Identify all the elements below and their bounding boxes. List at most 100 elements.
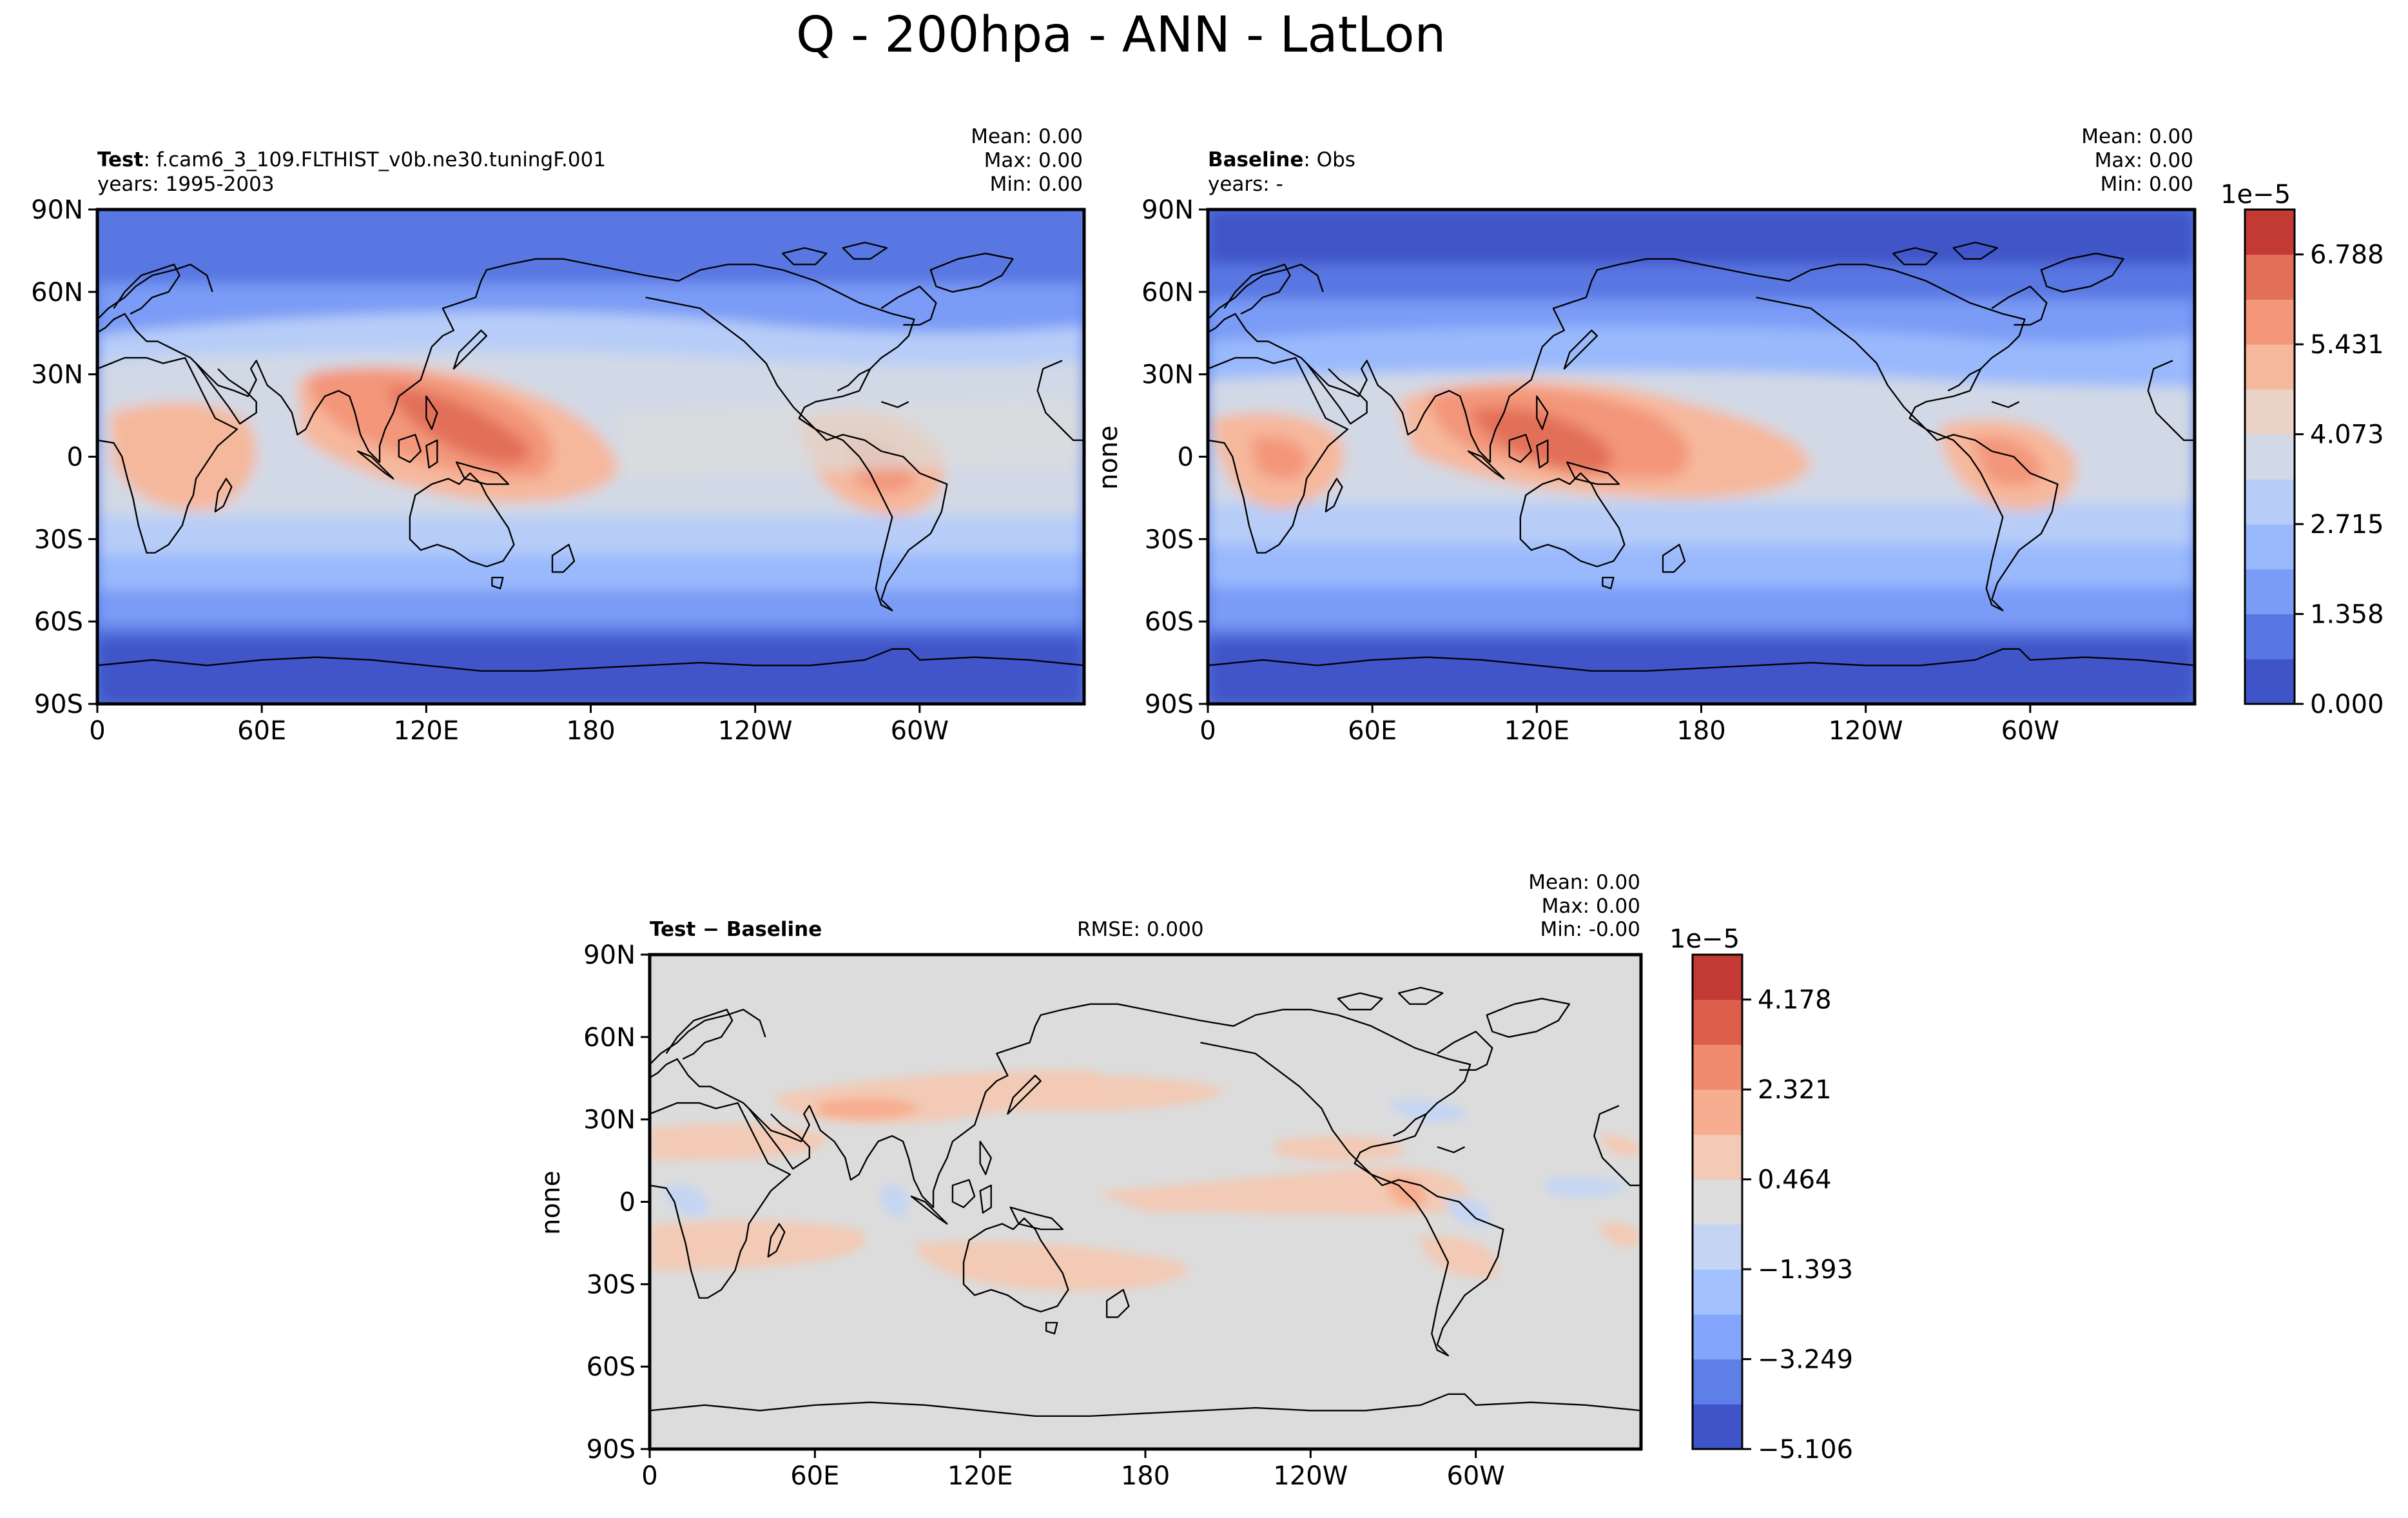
field-colorbar-segment <box>2245 659 2295 705</box>
baseline-ytick-label: 30N <box>1141 360 1194 390</box>
test-panel: Test: f.cam6_3_109.FLTHIST_v0b.ne30.tuni… <box>31 125 1086 746</box>
test-ytick-label: 90N <box>31 195 83 225</box>
field-colorbar-segment <box>2245 434 2295 480</box>
diff-ytick-label: 90N <box>583 940 636 970</box>
test-xtick-label: 0 <box>89 716 105 746</box>
baseline-ytick-label: 60N <box>1141 278 1194 307</box>
diff-colorbar-label: 2.321 <box>1758 1075 1832 1105</box>
field-colorbar: 1e−5 0.000 1.358 2.715 4.073 5.431 6.788 <box>2220 180 2384 719</box>
test-ytick-label: 60N <box>31 278 83 307</box>
diff-ytick-label: 0 <box>619 1188 636 1218</box>
field-colorbar-label: 6.788 <box>2310 240 2384 270</box>
baseline-ytick-label: 90N <box>1141 195 1194 225</box>
diff-colorbar: 1e−5 −5.106 −3.249 −1.393 0.464 2.321 4.178 <box>1669 924 1853 1464</box>
diff-colorbar-label: −5.106 <box>1758 1435 1853 1464</box>
baseline-ylabel: none <box>1094 425 1123 490</box>
test-max: Max: 0.00 <box>984 149 1083 172</box>
baseline-min: Min: 0.00 <box>2101 173 2193 196</box>
diff-xtick-label: 0 <box>641 1461 657 1491</box>
baseline-max: Max: 0.00 <box>2095 149 2193 172</box>
test-mean: Mean: 0.00 <box>971 125 1083 148</box>
baseline-xtick-label: 0 <box>1199 716 1216 746</box>
baseline-ytick-label: 90S <box>1145 690 1194 719</box>
field-colorbar-exponent: 1e−5 <box>2220 180 2291 209</box>
diff-panel: Test − Baseline RMSE: 0.000 Mean: 0.00 M… <box>536 871 1643 1491</box>
baseline-title-case: : Obs <box>1303 148 1355 171</box>
baseline-xtick-label: 180 <box>1676 716 1725 746</box>
field-colorbar-label: 5.431 <box>2310 330 2384 360</box>
diff-max: Max: 0.00 <box>1542 895 1640 918</box>
baseline-xtick-label: 60E <box>1348 716 1397 746</box>
baseline-panel: Baseline: Obs years: - Mean: 0.00 Max: 0… <box>1094 125 2197 746</box>
test-title-label: Test <box>97 148 144 171</box>
baseline-ytick-label: 30S <box>1145 525 1194 554</box>
baseline-xtick-label: 120W <box>1829 716 1903 746</box>
field-colorbar-segment <box>2245 209 2295 255</box>
diff-colorbar-label: −1.393 <box>1758 1255 1853 1285</box>
field-colorbar-label: 1.358 <box>2310 600 2384 630</box>
diff-ytick-label: 90S <box>587 1435 636 1464</box>
diff-colorbar-segment <box>1693 1269 1742 1315</box>
test-ytick-label: 30N <box>31 360 83 390</box>
field-colorbar-segment <box>2245 524 2295 570</box>
field-colorbar-segment <box>2245 254 2295 300</box>
diff-ytick-label: 30N <box>583 1105 636 1135</box>
diff-xtick-label: 60E <box>790 1461 839 1491</box>
field-colorbar-segment <box>2245 479 2295 525</box>
diff-colorbar-segment <box>1693 1089 1742 1135</box>
baseline-ytick-label: 0 <box>1178 443 1194 472</box>
test-ytick-label: 90S <box>34 690 83 719</box>
test-map <box>97 209 1084 704</box>
field-colorbar-frame <box>2244 208 2296 705</box>
diff-colorbar-segment <box>1693 999 1742 1045</box>
diff-colorbar-segment <box>1693 1134 1742 1180</box>
baseline-title-label: Baseline <box>1208 148 1303 171</box>
diff-ytick-label: 60N <box>583 1023 636 1053</box>
test-title: Test: f.cam6_3_109.FLTHIST_v0b.ne30.tuni… <box>97 148 606 171</box>
test-xtick-label: 180 <box>566 716 615 746</box>
diff-colorbar-label: −3.249 <box>1758 1345 1853 1375</box>
diff-title: Test − Baseline <box>650 918 822 941</box>
diff-xtick-label: 60W <box>1446 1461 1504 1491</box>
figure-title: Q - 200hpa - ANN - LatLon <box>796 6 1446 64</box>
baseline-mean: Mean: 0.00 <box>2081 125 2193 148</box>
field-colorbar-segment <box>2245 569 2295 615</box>
test-title-case: : f.cam6_3_109.FLTHIST_v0b.ne30.tuningF.… <box>143 148 606 171</box>
diff-colorbar-segment <box>1693 1314 1742 1360</box>
diff-colorbar-label: 4.178 <box>1758 986 1832 1015</box>
diff-colorbar-segment <box>1693 1179 1742 1225</box>
diff-xtick-label: 120E <box>947 1461 1013 1491</box>
field-colorbar-label: 4.073 <box>2310 420 2384 450</box>
diff-min: Min: -0.00 <box>1540 918 1640 941</box>
baseline-map <box>1208 209 2195 704</box>
test-xtick-label: 120W <box>718 716 793 746</box>
diff-xtick-label: 180 <box>1121 1461 1170 1491</box>
diff-colorbar-exponent: 1e−5 <box>1669 924 1740 954</box>
test-xtick-label: 60E <box>237 716 286 746</box>
test-ytick-label: 0 <box>67 443 83 472</box>
diff-ytick-label: 60S <box>587 1352 636 1382</box>
field-colorbar-label: 2.715 <box>2310 510 2384 540</box>
baseline-xtick-label: 120E <box>1504 716 1570 746</box>
baseline-title: Baseline: Obs <box>1208 148 1355 171</box>
diff-mean: Mean: 0.00 <box>1528 871 1640 894</box>
diff-colorbar-segment <box>1693 1224 1742 1270</box>
field-colorbar-segment <box>2245 614 2295 659</box>
field-colorbar-label: 0.000 <box>2310 690 2384 719</box>
diff-ylabel: none <box>536 1171 566 1235</box>
diff-map <box>650 955 1641 1449</box>
diff-colorbar-segment <box>1693 955 1742 1000</box>
baseline-ytick-label: 60S <box>1145 607 1194 637</box>
diff-ytick-label: 30S <box>587 1270 636 1299</box>
baseline-xtick-label: 60W <box>2001 716 2059 746</box>
diff-colorbar-label: 0.464 <box>1758 1165 1832 1195</box>
test-xtick-label: 60W <box>891 716 949 746</box>
test-xtick-label: 120E <box>394 716 460 746</box>
diff-colorbar-frame <box>1691 953 1743 1450</box>
field-colorbar-segment <box>2245 299 2295 345</box>
test-min: Min: 0.00 <box>990 173 1083 196</box>
test-ytick-label: 60S <box>34 607 83 637</box>
test-ytick-label: 30S <box>34 525 83 554</box>
diff-rmse: RMSE: 0.000 <box>1077 918 1204 941</box>
